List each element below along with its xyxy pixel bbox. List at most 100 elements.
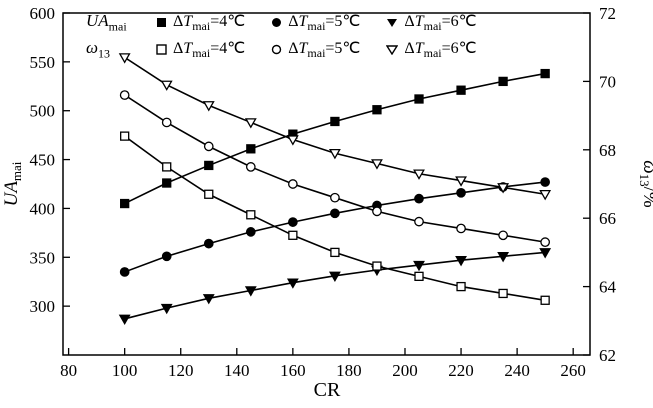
filled-square-marker <box>456 85 466 95</box>
open-square-marker <box>120 131 130 141</box>
open-square-marker <box>162 162 172 172</box>
right-tick-label: 64 <box>599 278 617 297</box>
filled-circle-marker <box>540 177 550 187</box>
legend-item-label: ΔTmai=5℃ <box>288 39 361 61</box>
filled-square-marker <box>204 160 214 171</box>
open-triangle-down-marker <box>328 148 341 160</box>
legend-item: ΔTmai=4℃ <box>156 11 245 34</box>
filled-triangle-down-marker <box>539 248 552 259</box>
open-square-marker-icon <box>156 44 167 55</box>
x-tick-label: 120 <box>168 361 194 380</box>
legend-item: ΔTmai=6℃ <box>386 11 477 34</box>
right-tick-label: 66 <box>599 209 616 228</box>
x-tick-label: 140 <box>224 361 250 380</box>
filled-triangle-down-marker <box>160 303 173 315</box>
legend-item-label: ΔTmai=6℃ <box>404 12 477 34</box>
filled-square-marker <box>414 94 424 104</box>
open-square-marker <box>414 271 424 281</box>
open-circle-marker <box>372 206 382 217</box>
right-tick-label: 72 <box>599 4 616 23</box>
left-tick-label: 550 <box>30 53 56 72</box>
open-square-marker <box>204 189 214 199</box>
open-circle-marker <box>288 179 298 189</box>
open-triangle-down-marker <box>455 176 467 187</box>
x-tick-label: 260 <box>560 361 586 380</box>
filled-square-marker <box>162 178 172 188</box>
legend-item-label: ΔTmai=5℃ <box>288 12 361 34</box>
open-circle-marker-icon <box>271 44 282 55</box>
open-triangle-down-marker <box>244 118 257 129</box>
filled-circle-marker <box>456 187 466 198</box>
legend: UAmai ΔTmai=4℃ ΔTmai=5℃ ΔTmai=6℃ <box>86 10 503 62</box>
filled-square-marker <box>120 198 130 209</box>
legend-item-label: ΔTmai=6℃ <box>404 39 477 61</box>
legend-series-header-omega: ω13 <box>86 37 111 61</box>
open-triangle-down-marker-icon <box>386 44 399 55</box>
left-tick-label: 600 <box>30 4 56 23</box>
open-triangle-down-marker <box>160 80 173 91</box>
filled-triangle-down-marker <box>328 271 341 282</box>
left-tick-label: 350 <box>30 248 56 267</box>
open-square-marker <box>330 247 340 258</box>
open-square-marker <box>246 210 256 220</box>
open-square-marker <box>498 288 508 299</box>
open-triangle-down-marker <box>539 190 552 201</box>
open-circle-marker <box>203 141 214 152</box>
open-triangle-down-marker <box>413 169 425 180</box>
legend-item-label: ΔTmai=4℃ <box>173 39 246 61</box>
left-tick-label: 300 <box>30 297 56 316</box>
filled-circle-marker <box>414 193 424 204</box>
open-circle-marker <box>456 223 466 234</box>
filled-square-marker <box>372 105 382 115</box>
left-axis-label: UAmai <box>1 161 24 206</box>
open-triangle-down-marker <box>202 101 215 112</box>
filled-triangle-down-marker <box>413 260 425 272</box>
left-tick-label: 450 <box>30 151 56 170</box>
open-square-marker <box>456 281 466 292</box>
right-tick-label: 68 <box>599 141 616 160</box>
legend-row-ua: UAmai ΔTmai=4℃ ΔTmai=5℃ ΔTmai=6℃ <box>86 10 503 35</box>
legend-item: ΔTmai=5℃ <box>271 11 360 34</box>
filled-triangle-down-marker <box>455 255 467 267</box>
right-tick-label: 62 <box>599 346 616 365</box>
open-circle-marker <box>245 162 256 172</box>
x-tick-label: 100 <box>112 361 138 380</box>
open-circle-marker <box>498 230 508 241</box>
filled-square-marker <box>246 144 256 154</box>
plot-border <box>62 12 591 356</box>
open-square-marker <box>540 295 550 305</box>
filled-triangle-down-marker <box>497 252 510 263</box>
x-axis-label: CR <box>314 379 341 401</box>
filled-triangle-down-marker <box>118 314 131 325</box>
filled-square-marker <box>540 68 550 79</box>
legend-item: ΔTmai=4℃ <box>156 38 245 61</box>
x-tick-label: 160 <box>280 361 306 380</box>
x-tick-label: 80 <box>60 361 77 380</box>
open-triangle-down-marker <box>286 135 299 146</box>
legend-item: ΔTmai=6℃ <box>386 38 477 61</box>
open-triangle-down-marker <box>118 53 131 64</box>
open-square-marker <box>372 261 382 271</box>
open-triangle-down-marker <box>497 183 510 194</box>
filled-triangle-down-marker <box>202 294 215 305</box>
filled-triangle-down-marker-icon <box>386 17 398 28</box>
x-tick-label: 180 <box>336 361 362 380</box>
filled-circle-marker <box>330 208 340 219</box>
filled-circle-marker <box>245 227 256 237</box>
x-tick-label: 200 <box>392 361 418 380</box>
x-tick-label: 220 <box>448 361 474 380</box>
filled-circle-marker <box>161 251 172 262</box>
filled-square-marker <box>498 76 508 87</box>
filled-circle-marker-icon <box>271 17 282 28</box>
left-tick-label: 400 <box>30 199 56 218</box>
filled-circle-marker <box>119 267 130 277</box>
filled-square-marker-icon <box>156 17 167 28</box>
legend-item-label: ΔTmai=4℃ <box>173 12 246 34</box>
open-square-marker <box>288 230 298 240</box>
legend-row-omega: ω13 ΔTmai=4℃ ΔTmai=5℃ ΔTmai=6℃ <box>86 37 503 62</box>
open-circle-marker <box>330 192 340 203</box>
series-line-2 <box>124 251 546 320</box>
legend-series-header-ua: UAmai <box>86 10 127 34</box>
